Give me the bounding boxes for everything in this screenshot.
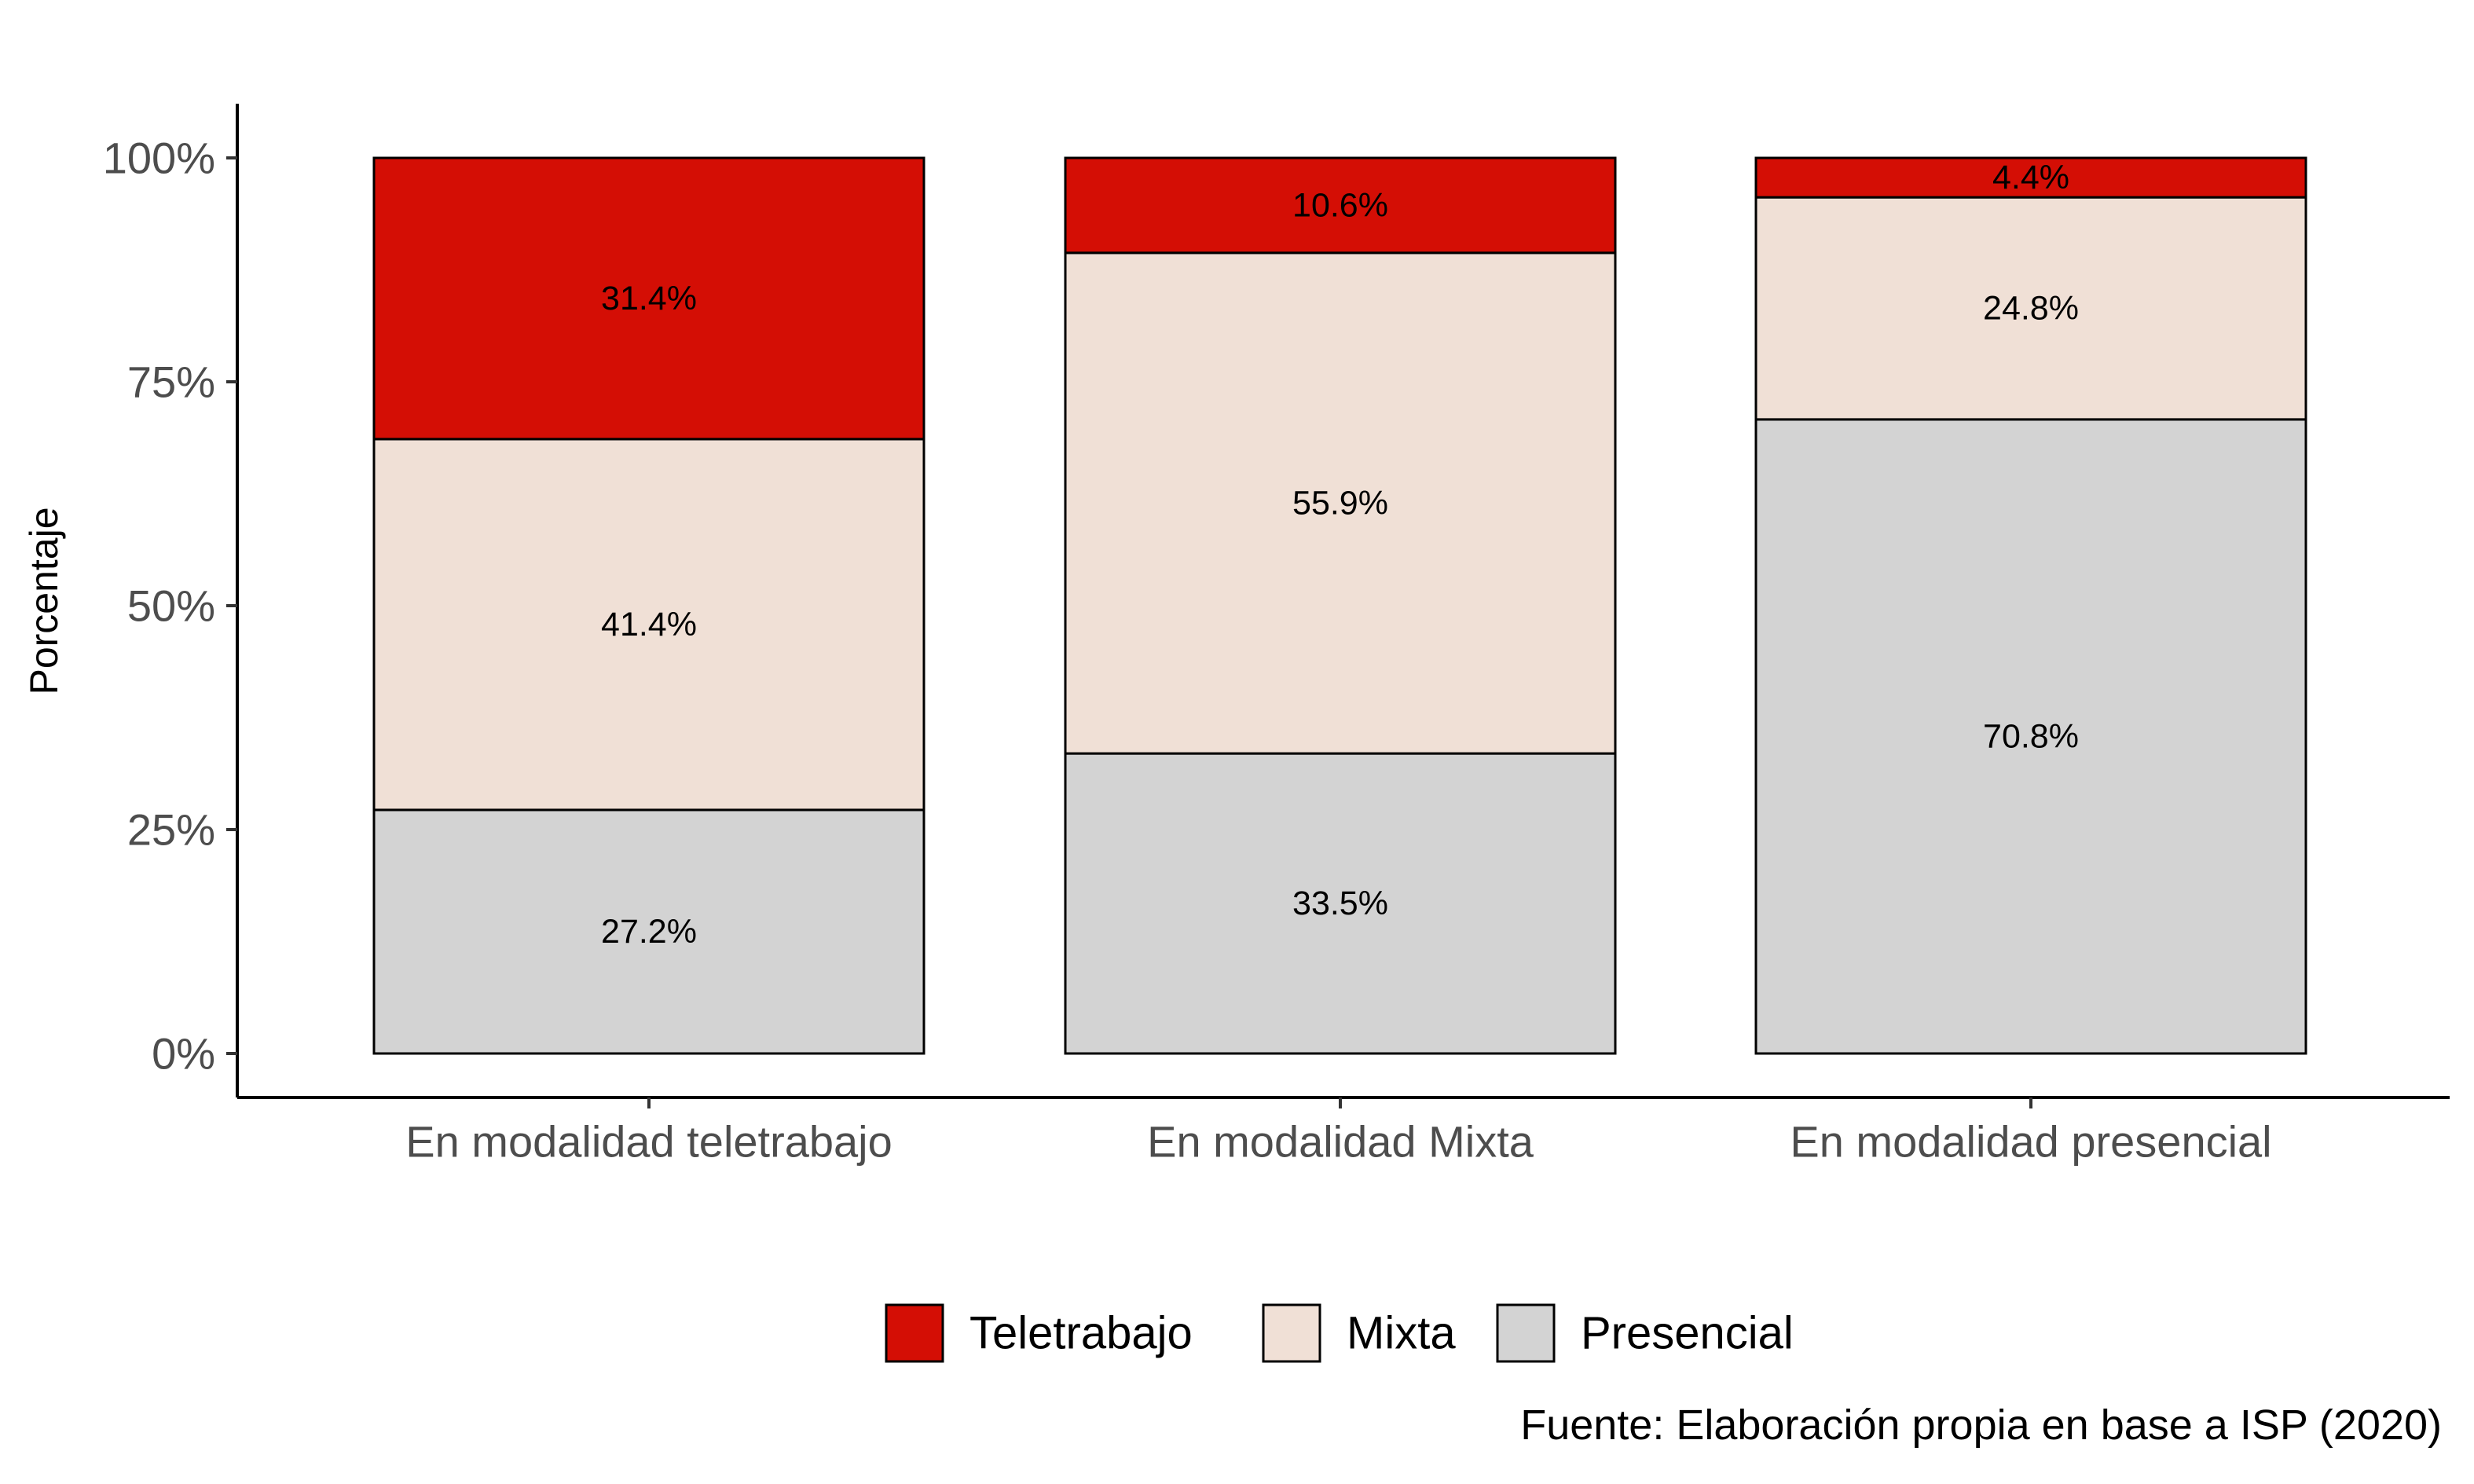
y-tick-label: 100% [103, 134, 215, 183]
data-label-teletrabajo-2: 10.6% [1292, 186, 1388, 224]
legend: Teletrabajo Mixta Presencial [885, 1303, 1794, 1363]
x-tick-label: En modalidad presencial [1790, 1117, 2271, 1167]
legend-key-teletrabajo [885, 1303, 944, 1363]
bar-presencial-1 [372, 808, 925, 1055]
data-label-presencial-3: 70.8% [1983, 717, 2079, 755]
data-label-mixta-3: 24.8% [1983, 290, 2079, 328]
x-tick-label: En modalidad Mixta [1147, 1117, 1534, 1167]
bar-mixta-1 [372, 438, 925, 812]
legend-key-presencial [1496, 1303, 1556, 1363]
bar-teletrabajo-3 [1754, 156, 2307, 199]
data-label-presencial-2: 33.5% [1292, 885, 1388, 922]
x-tick-label: En modalidad teletrabajo [405, 1117, 892, 1167]
axes-layer: 0% 25% 50% 75% 100% En modalidad teletrabajo E… [22, 104, 2450, 1167]
y-tick-label: 50% [127, 581, 215, 631]
legend-label-mixta: Mixta [1347, 1308, 1456, 1359]
data-label-teletrabajo-1: 31.4% [601, 280, 697, 317]
data-label-presencial-1: 27.2% [601, 913, 697, 951]
y-tick-label: 0% [152, 1029, 215, 1079]
data-label-teletrabajo-3: 4.4% [1992, 159, 2069, 196]
legend-key-mixta [1262, 1303, 1321, 1363]
bars-layer [372, 156, 2307, 1055]
bar-mixta-2 [1064, 251, 1617, 755]
data-label-mixta-1: 41.4% [601, 606, 697, 643]
bar-mixta-3 [1754, 196, 2307, 421]
bar-teletrabajo-1 [372, 156, 925, 441]
legend-label-presencial: Presencial [1581, 1308, 1794, 1359]
legend-label-teletrabajo: Teletrabajo [969, 1308, 1193, 1359]
y-tick-label: 75% [127, 357, 215, 407]
bar-labels-layer: 27.2% 41.4% 31.4% 33.5% 55.9% 10.6% 70.8% 24.8%… [601, 159, 2079, 951]
bar-teletrabajo-2 [1064, 156, 1617, 255]
y-tick-label: 25% [127, 805, 215, 855]
source-caption: Fuente: Elaboración propia en base a ISP… [1520, 1402, 2442, 1449]
data-label-mixta-2: 55.9% [1292, 484, 1388, 522]
y-axis-title: Porcentaje [22, 507, 66, 694]
bar-presencial-2 [1064, 752, 1617, 1055]
bar-presencial-3 [1754, 418, 2307, 1055]
